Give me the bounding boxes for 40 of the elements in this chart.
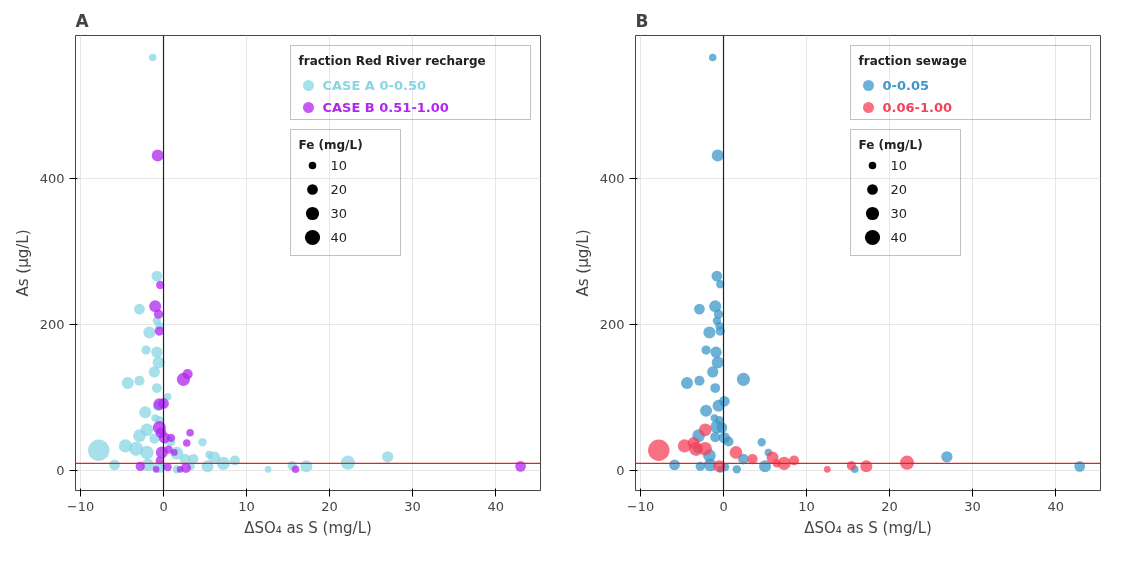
y-tick-label: 400 bbox=[39, 170, 65, 186]
x-tick-label: 20 bbox=[881, 498, 898, 514]
x-tick-label: 40 bbox=[1047, 498, 1064, 514]
y-tick-label: 200 bbox=[599, 316, 625, 332]
x-tick-label: −10 bbox=[66, 498, 95, 514]
y-tick-label: 0 bbox=[56, 463, 65, 479]
x-tick-label: 10 bbox=[238, 498, 255, 514]
y-axis-title: As (µg/L) bbox=[573, 229, 592, 297]
legend-title: fraction sewage bbox=[858, 53, 967, 68]
x-tick-label: 30 bbox=[964, 498, 981, 514]
x-tick-label: 20 bbox=[321, 498, 338, 514]
annotation: Fe (mg/L) bbox=[298, 137, 363, 152]
legend-label: 20 bbox=[890, 182, 908, 197]
legend-label: 10 bbox=[330, 158, 348, 173]
x-tick-label: 40 bbox=[487, 498, 504, 514]
legend-title: fraction Red River recharge bbox=[298, 53, 486, 68]
legend-label: 0-0.05 bbox=[882, 78, 930, 93]
legend-label: CASE B 0.51-1.00 bbox=[322, 100, 449, 115]
x-tick-label: 30 bbox=[404, 498, 421, 514]
y-tick-label: 200 bbox=[39, 316, 65, 332]
legend-label: CASE A 0-0.50 bbox=[322, 78, 426, 93]
legend-label: 40 bbox=[330, 230, 348, 245]
y-axis-title: As (µg/L) bbox=[13, 229, 32, 297]
chart-title: A bbox=[75, 10, 90, 31]
legend-label: 20 bbox=[330, 182, 348, 197]
legend-label: 0.06-1.00 bbox=[882, 100, 953, 115]
annotation: Fe (mg/L) bbox=[858, 137, 923, 152]
y-tick-label: 400 bbox=[599, 170, 625, 186]
x-axis-title: ΔSO₄ as S (mg/L) bbox=[244, 518, 372, 537]
x-tick-label: 0 bbox=[719, 498, 728, 514]
legend-label: 10 bbox=[890, 158, 908, 173]
legend-label: 30 bbox=[890, 206, 908, 221]
x-tick-label: −10 bbox=[626, 498, 655, 514]
legend-label: 40 bbox=[890, 230, 908, 245]
y-tick-label: 0 bbox=[616, 463, 625, 479]
legend-label: 30 bbox=[330, 206, 348, 221]
chart-title: B bbox=[635, 10, 649, 31]
x-tick-label: 0 bbox=[159, 498, 168, 514]
x-tick-label: 10 bbox=[798, 498, 815, 514]
x-axis-title: ΔSO₄ as S (mg/L) bbox=[804, 518, 932, 537]
